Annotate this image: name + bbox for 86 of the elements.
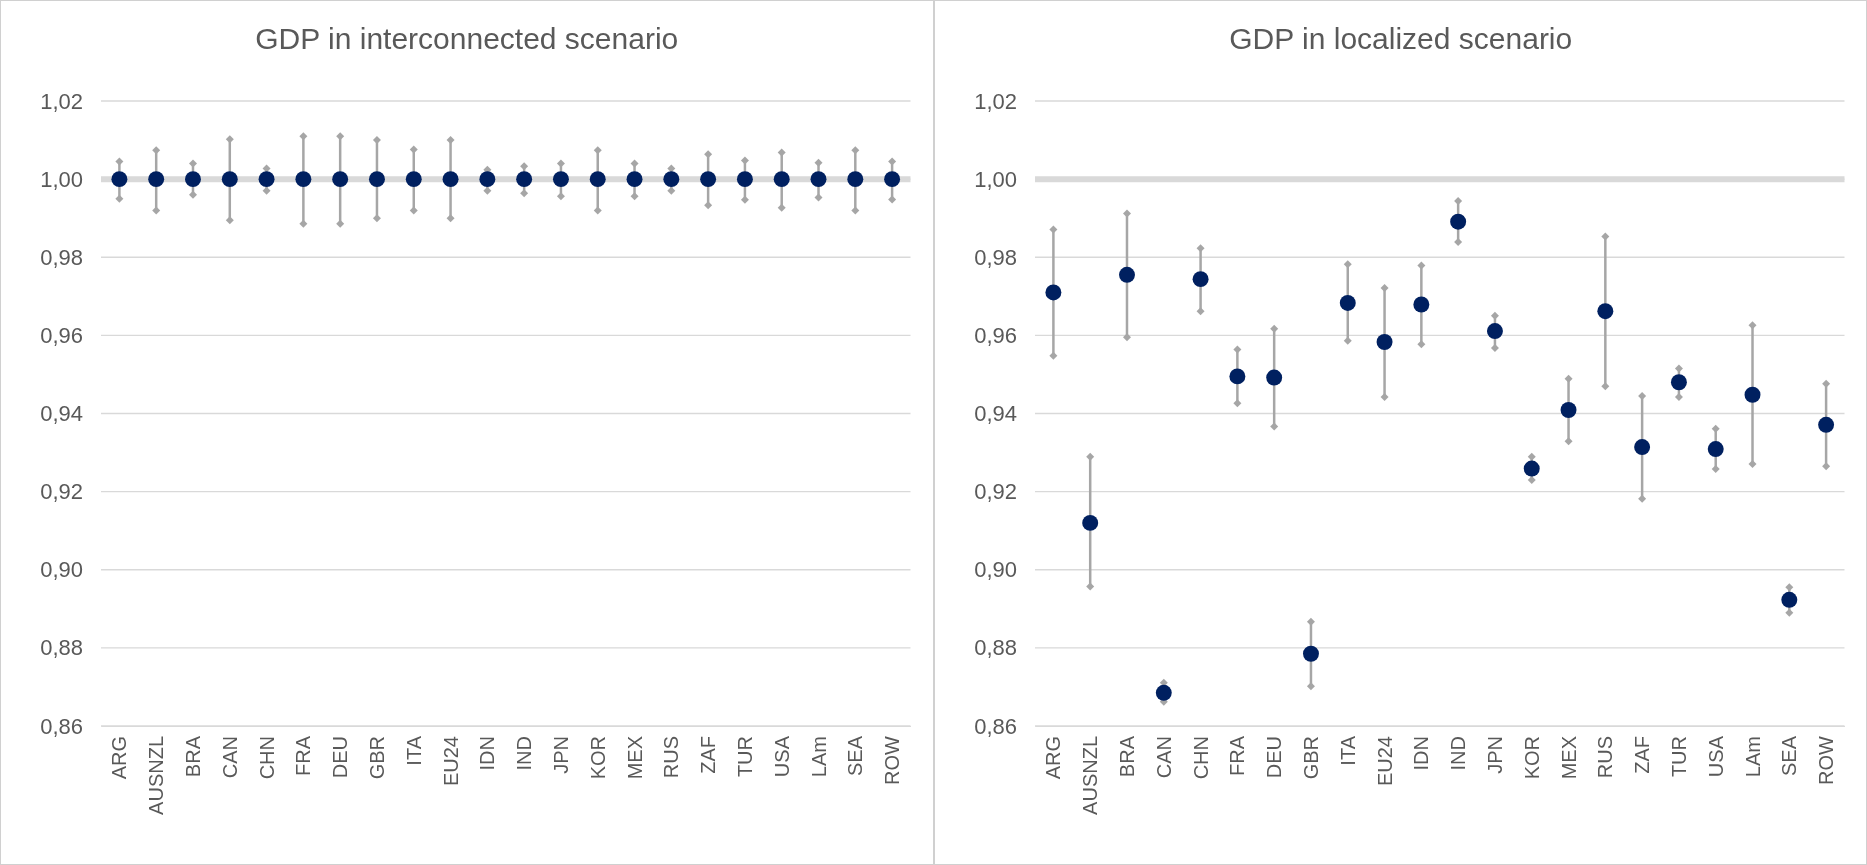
y-tick-label: 0,90 bbox=[40, 557, 83, 583]
point bbox=[1339, 294, 1356, 311]
x-tick-label: MEX bbox=[1557, 736, 1580, 780]
x-tick-label: SEA bbox=[1777, 735, 1800, 777]
point bbox=[1486, 323, 1503, 340]
x-tick-label: EU24 bbox=[439, 736, 462, 787]
x-tick-label: ZAF bbox=[697, 736, 720, 774]
y-tick-label: 0,86 bbox=[973, 713, 1017, 739]
y-tick-label: 0,92 bbox=[973, 479, 1017, 505]
x-tick-label: CHN bbox=[1189, 736, 1212, 780]
x-tick-label: CHN bbox=[255, 736, 278, 780]
x-tick-label: ROW bbox=[1814, 735, 1837, 785]
x-tick-label: ARG bbox=[1041, 736, 1064, 780]
x-tick-label: GBR bbox=[1299, 736, 1322, 780]
point bbox=[1302, 645, 1319, 662]
x-tick-label: KOR bbox=[586, 736, 609, 780]
x-tick-label: LAm bbox=[1741, 736, 1764, 778]
x-tick-label: AUSNZL bbox=[145, 736, 168, 815]
x-tick-label: ITA bbox=[402, 735, 425, 766]
x-tick-label: IND bbox=[513, 736, 536, 771]
x-tick-label: IDN bbox=[476, 736, 499, 771]
x-tick-label: ARG bbox=[108, 736, 131, 780]
point bbox=[1707, 441, 1724, 458]
x-tick-label: AUSNZL bbox=[1078, 736, 1101, 815]
x-tick-label: TUR bbox=[1667, 736, 1690, 778]
point bbox=[1596, 303, 1613, 320]
y-tick-label: 0,94 bbox=[40, 401, 83, 427]
x-tick-label: BRA bbox=[181, 735, 204, 778]
x-tick-label: MEX bbox=[623, 736, 646, 780]
y-tick-label: 0,98 bbox=[40, 244, 83, 270]
point bbox=[1523, 460, 1540, 477]
y-tick-label: 0,94 bbox=[973, 401, 1017, 427]
point bbox=[1118, 266, 1135, 283]
y-tick-label: 0,96 bbox=[40, 322, 83, 348]
x-tick-label: USA bbox=[1704, 735, 1727, 778]
x-tick-label: BRA bbox=[1115, 735, 1138, 778]
y-tick-label: 1,02 bbox=[40, 88, 83, 114]
x-tick-label: JPN bbox=[549, 736, 572, 774]
x-tick-label: KOR bbox=[1520, 736, 1543, 780]
point bbox=[1081, 514, 1098, 531]
y-tick-label: 1,00 bbox=[40, 166, 83, 192]
point bbox=[1780, 591, 1797, 608]
y-tick-label: 0,96 bbox=[973, 322, 1017, 348]
x-tick-label: LAm bbox=[807, 736, 830, 778]
y-tick-label: 0,92 bbox=[40, 479, 83, 505]
x-tick-label: ZAF bbox=[1630, 736, 1653, 774]
point bbox=[1265, 369, 1282, 386]
x-tick-label: FRA bbox=[1225, 735, 1248, 776]
x-tick-label: CAN bbox=[218, 736, 241, 779]
point bbox=[1670, 374, 1687, 391]
chart-title: GDP in interconnected scenario bbox=[255, 22, 679, 55]
y-tick-label: 1,02 bbox=[973, 88, 1017, 114]
x-tick-label: DEU bbox=[1262, 736, 1285, 779]
y-tick-label: 0,88 bbox=[973, 635, 1017, 661]
x-tick-label: EU24 bbox=[1373, 736, 1396, 787]
point bbox=[1412, 296, 1429, 313]
y-tick-label: 0,86 bbox=[40, 713, 83, 739]
x-tick-label: IND bbox=[1446, 736, 1469, 771]
x-tick-label: ITA bbox=[1336, 735, 1359, 766]
x-tick-label: TUR bbox=[733, 736, 756, 778]
x-tick-label: SEA bbox=[844, 735, 867, 777]
point bbox=[1560, 402, 1577, 418]
point bbox=[1744, 386, 1760, 403]
point bbox=[1633, 439, 1650, 456]
chart-title: GDP in localized scenario bbox=[1228, 22, 1572, 55]
point bbox=[1192, 271, 1209, 288]
y-tick-label: 1,00 bbox=[973, 166, 1017, 192]
x-tick-label: IDN bbox=[1409, 736, 1432, 771]
x-tick-label: CAN bbox=[1152, 736, 1175, 779]
point bbox=[1449, 213, 1466, 230]
point bbox=[1376, 334, 1393, 350]
x-tick-label: FRA bbox=[292, 735, 315, 776]
y-tick-label: 0,98 bbox=[973, 244, 1017, 270]
x-tick-label: RUS bbox=[1593, 736, 1616, 779]
x-tick-label: JPN bbox=[1483, 736, 1506, 774]
x-tick-label: ROW bbox=[881, 735, 904, 785]
x-tick-label: USA bbox=[770, 735, 793, 778]
point bbox=[1228, 368, 1245, 385]
point bbox=[1155, 684, 1172, 701]
y-tick-label: 0,88 bbox=[40, 635, 83, 661]
x-tick-label: DEU bbox=[329, 736, 352, 779]
y-tick-label: 0,90 bbox=[973, 557, 1017, 583]
point bbox=[1817, 416, 1834, 433]
x-tick-label: GBR bbox=[365, 736, 388, 780]
point bbox=[1044, 284, 1061, 301]
x-tick-label: RUS bbox=[660, 736, 683, 779]
